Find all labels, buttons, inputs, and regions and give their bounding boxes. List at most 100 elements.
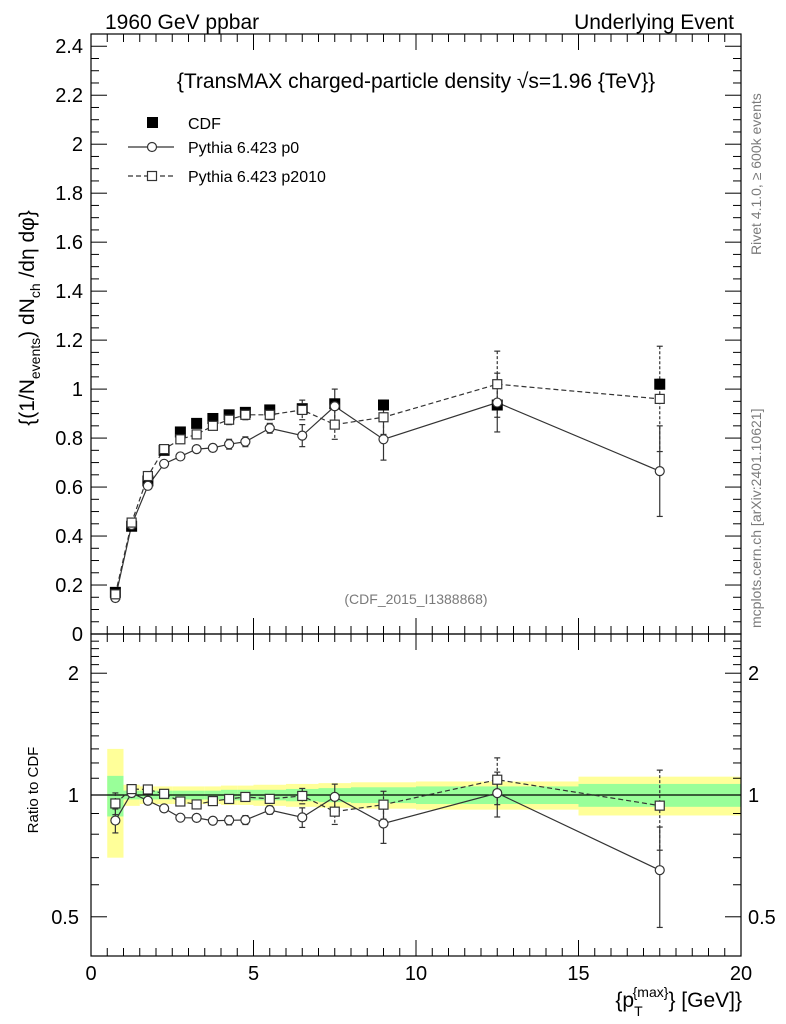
ratio-p2010-point <box>329 806 340 817</box>
ratio-p0-point <box>175 812 186 823</box>
ratio-p0-point <box>159 803 170 814</box>
p2010-point <box>654 393 665 404</box>
y-tick-label: 2.2 <box>55 85 83 107</box>
ratio-p2010-point <box>297 790 308 802</box>
mcplots-label: mcplots.cern.ch [arXiv:2401.10621] <box>748 409 764 628</box>
ratio-p2010-point <box>175 796 186 807</box>
p2010-point <box>378 412 389 423</box>
y-axis-title-part-e: /dη dφ} <box>16 210 39 283</box>
x-axis-title: {pT {max}} [GeV]} <box>615 984 742 1019</box>
p0-point <box>492 397 503 408</box>
ratio-p2010-point <box>224 793 235 805</box>
p2010-point <box>142 470 153 482</box>
legend-cdf-label: CDF <box>188 116 221 133</box>
legend-p0-label: Pythia 6.423 p0 <box>188 140 299 157</box>
y-axis-title-sub-ch: ch <box>27 283 43 298</box>
p0-point <box>159 458 170 469</box>
legend-p0-marker <box>146 141 158 153</box>
p2010-point <box>126 517 137 528</box>
ratio-p0-point <box>207 815 218 826</box>
p0-point <box>207 442 218 453</box>
p2010-point <box>492 379 503 390</box>
p0-point <box>329 401 340 412</box>
p2010-point <box>264 409 275 420</box>
ratio-p0-point <box>264 804 275 816</box>
ratio-p0-point <box>240 814 251 826</box>
header-left: 1960 GeV ppbar <box>105 11 259 34</box>
top-marks <box>109 345 666 604</box>
ratio-p2010-point <box>142 784 153 795</box>
ratio-p2010-point <box>159 788 170 799</box>
cdf-point <box>378 399 389 411</box>
y-tick-label: 0.8 <box>55 428 83 450</box>
ratio-p2010-point <box>654 800 665 811</box>
p0-point <box>175 451 186 462</box>
p2010-point <box>159 444 170 455</box>
y-tick-label: 1.6 <box>55 232 83 254</box>
top-ticks: 0 0.2 0.4 0.6 0.8 1 1.2 1.4 1.6 1.8 2 2.2 2.4 <box>55 33 742 646</box>
p2010-point <box>191 429 202 440</box>
p2010-point <box>297 404 308 416</box>
ratio-y-axis-title: Ratio to CDF <box>25 747 42 834</box>
cdf-point <box>654 378 666 390</box>
cdf-point <box>174 426 186 438</box>
y-tick-label: 0.6 <box>55 477 83 499</box>
y-axis-title: {(1/Nevents) dNch /dη dφ} <box>16 210 43 426</box>
p0-point <box>142 480 153 491</box>
y-tick-label: 1.4 <box>55 281 83 303</box>
legend: CDF Pythia 6.423 p0 Pythia 6.423 p2010 <box>128 116 326 186</box>
x-tick-label: 15 <box>567 963 589 985</box>
ratio-p0-point <box>110 815 121 826</box>
p2010-point <box>329 419 340 430</box>
ratio-p0-point <box>297 812 308 823</box>
y-tick-label: 1 <box>72 379 83 401</box>
ratio-p0-point <box>191 812 202 823</box>
analysis-watermark: (CDF_2015_I1388868) <box>344 591 487 607</box>
p2010-point <box>110 589 121 600</box>
p2010-point <box>224 414 235 425</box>
ratio-p0-point <box>142 795 153 806</box>
ratio-p2010-point <box>191 799 202 810</box>
ratio-panel: 0.5 0.5 1 1 2 2 Ratio to CDF <box>25 633 776 957</box>
x-axis-title-sup-max: {max} <box>633 984 669 1000</box>
top-panel: {TransMAX charged-particle density √s=1.… <box>16 33 742 646</box>
y-tick-label: 2 <box>72 134 83 156</box>
y-tick-label: 2.4 <box>55 36 83 58</box>
legend-p2010-label: Pythia 6.423 p2010 <box>188 169 326 186</box>
ratio-p2010-point <box>207 795 218 807</box>
p2010-point <box>175 434 186 445</box>
ratio-p2010-point <box>492 774 503 785</box>
p2010-point <box>240 409 251 420</box>
ratio-p2010-point <box>378 799 389 810</box>
chart-title: {TransMAX charged-particle density √s=1.… <box>177 70 655 93</box>
p0-point <box>264 423 275 434</box>
ratio-y-tick-label: 0.5 <box>51 907 79 929</box>
x-axis-title-part-a: {p <box>615 989 634 1012</box>
ratio-marks <box>91 757 741 929</box>
p2010-point <box>207 420 218 431</box>
legend-cdf-marker <box>147 117 158 128</box>
ratio-y-tick-label-right: 1 <box>748 785 759 807</box>
ratio-p2010-point <box>126 784 137 795</box>
p0-point <box>191 444 202 455</box>
ratio-p0-point <box>492 788 503 799</box>
x-axis-title-part-d: } [GeV]} <box>668 989 742 1012</box>
x-axis-title-sub-T: T <box>634 1003 643 1019</box>
ratio-p0-point <box>224 815 235 826</box>
ratio-y-tick-label: 1 <box>68 785 79 807</box>
ratio-y-tick-label: 2 <box>68 663 79 685</box>
ratio-ticks: 0.5 0.5 1 1 2 2 <box>51 633 776 957</box>
p0-point <box>378 434 389 445</box>
ratio-p2010-point <box>264 793 275 804</box>
p0-point <box>654 466 665 477</box>
y-tick-label: 0.4 <box>55 526 83 548</box>
ratio-y-tick-label-right: 0.5 <box>748 907 776 929</box>
p0-point <box>297 430 308 441</box>
p0-point <box>240 436 251 447</box>
y-axis-title-sub-events: events <box>27 338 43 379</box>
ratio-p2010-point <box>110 798 121 809</box>
x-tick-label: 20 <box>730 963 752 985</box>
ratio-p2010-point <box>240 791 251 803</box>
p0-point <box>224 439 235 450</box>
